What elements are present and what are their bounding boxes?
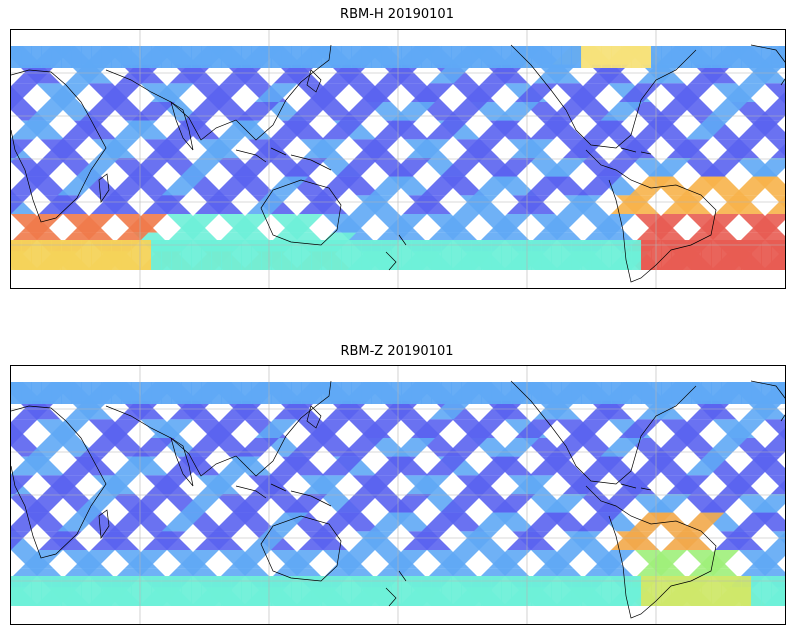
coastline-segment xyxy=(510,380,697,485)
coastline-segment xyxy=(98,173,110,204)
coastlines xyxy=(11,380,785,619)
coastlines xyxy=(11,44,785,283)
coastline-segment xyxy=(235,483,332,507)
coastline-segment xyxy=(105,44,332,141)
coastline-segment xyxy=(260,179,342,246)
graticule xyxy=(11,30,785,288)
graticule xyxy=(11,366,785,624)
coastline-segment xyxy=(11,405,107,559)
coastline-segment xyxy=(385,234,407,271)
coastline-segment xyxy=(750,380,785,422)
coastline-segment xyxy=(585,149,717,283)
panel-title-rbm-z: RBM-Z 20190101 xyxy=(340,344,454,359)
coastline-segment xyxy=(11,69,107,223)
coastline-segment xyxy=(385,570,407,607)
coastline-segment xyxy=(585,485,717,619)
coastline-segment xyxy=(306,405,322,429)
coastline-segment xyxy=(170,437,194,487)
coastline-segment xyxy=(620,147,652,155)
swath-map-rbm-h xyxy=(11,30,785,288)
coastline-segment xyxy=(306,69,322,93)
map-panel-rbm-z[interactable] xyxy=(10,365,786,625)
coastline-segment xyxy=(620,483,652,491)
swath-map-rbm-z xyxy=(11,366,785,624)
coastline-segment xyxy=(98,509,110,540)
coastline-segment xyxy=(105,380,332,477)
coastline-segment xyxy=(170,101,194,151)
coastline-segment xyxy=(260,515,342,582)
panel-title-rbm-h: RBM-H 20190101 xyxy=(340,7,454,22)
coastline-segment xyxy=(235,147,332,171)
coastline-segment xyxy=(510,44,697,149)
map-panel-rbm-h[interactable] xyxy=(10,29,786,289)
coastline-segment xyxy=(750,44,785,86)
swath-layer xyxy=(11,382,785,606)
